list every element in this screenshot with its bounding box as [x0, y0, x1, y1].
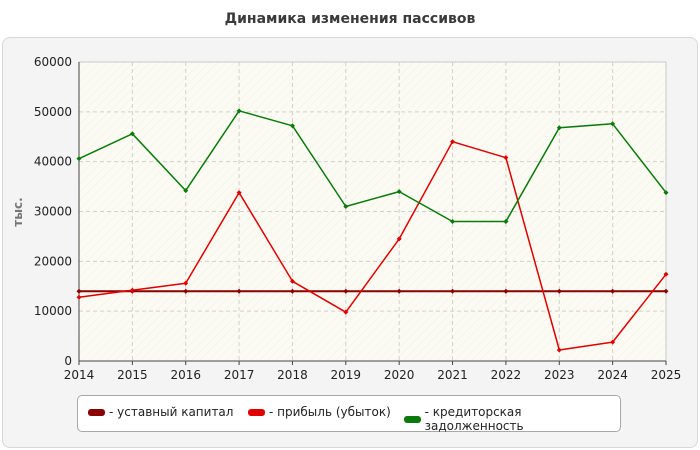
legend-item-payables[interactable]: - кредиторская задолженность	[404, 405, 620, 433]
series-point-1	[663, 271, 669, 277]
series-point-2	[183, 188, 189, 194]
x-tick-label: 2020	[384, 368, 415, 382]
legend-swatch-profit	[248, 408, 265, 416]
series-point-0	[610, 288, 616, 294]
y-tick-label: 50000	[34, 105, 72, 119]
series-point-2	[503, 218, 509, 224]
series-point-1	[289, 278, 295, 284]
legend-label-payables: - кредиторская задолженность	[424, 405, 524, 433]
legend-item-capital[interactable]: - уставный капитал	[88, 405, 233, 419]
series-line-1	[78, 140, 667, 351]
y-tick-label: 40000	[34, 155, 72, 169]
series-point-0	[343, 288, 349, 294]
x-tick-label: 2025	[651, 368, 682, 382]
series-point-2	[663, 190, 669, 196]
grid-layer	[79, 62, 666, 361]
series-point-2	[396, 189, 402, 195]
series-point-0	[183, 288, 189, 294]
y-axis-label: тыс.	[11, 197, 25, 226]
series-line-2	[78, 110, 667, 223]
legend-swatch-payables	[404, 415, 421, 423]
x-tick-label: 2016	[170, 368, 201, 382]
series-point-1	[236, 190, 242, 196]
series-point-2	[129, 131, 135, 137]
chart-title: Динамика изменения пассивов	[224, 11, 476, 27]
series-point-0	[503, 288, 509, 294]
x-tick-label: 2023	[544, 368, 575, 382]
series-point-2	[610, 121, 616, 127]
series-point-2	[450, 218, 456, 224]
series-point-1	[450, 139, 456, 145]
series-point-1	[76, 294, 82, 300]
y-tick-label: 0	[64, 354, 72, 368]
y-tick-label: 60000	[34, 55, 72, 69]
series-point-0	[450, 288, 456, 294]
x-tick-label: 2019	[331, 368, 362, 382]
legend-label-profit: - прибыль (убыток)	[269, 405, 391, 419]
y-tick-label: 30000	[34, 205, 72, 219]
series-point-1	[556, 347, 562, 353]
legend-swatch-capital	[88, 408, 105, 416]
series-point-1	[183, 280, 189, 286]
y-tick-label: 10000	[34, 304, 72, 318]
x-tick-label: 2017	[224, 368, 255, 382]
x-tick-label: 2015	[117, 368, 148, 382]
x-tick-label: 2022	[491, 368, 522, 382]
series-point-2	[76, 156, 82, 162]
series-point-0	[396, 288, 402, 294]
series-point-2	[289, 123, 295, 129]
x-tick-label: 2018	[277, 368, 308, 382]
series-point-1	[129, 287, 135, 293]
series-point-2	[343, 204, 349, 210]
series-point-0	[76, 288, 82, 294]
series-layer	[76, 108, 669, 353]
series-point-2	[236, 108, 242, 114]
series-point-1	[610, 339, 616, 345]
series-point-0	[663, 288, 669, 294]
legend-item-profit[interactable]: - прибыль (убыток)	[248, 405, 391, 419]
y-tick-label: 20000	[34, 254, 72, 268]
plot-area	[78, 61, 667, 362]
series-point-1	[503, 155, 509, 161]
chart-legend: - уставный капитал - прибыль (убыток) - …	[77, 395, 621, 433]
legend-label-capital: - уставный капитал	[109, 405, 234, 419]
series-point-0	[556, 288, 562, 294]
series-point-1	[343, 309, 349, 315]
x-tick-label: 2014	[64, 368, 95, 382]
axis-layer: 0 10000 20000 30000 40000 50000 60000 2014 2015 2…	[34, 55, 681, 382]
x-tick-label: 2021	[437, 368, 468, 382]
x-tick-label: 2024	[597, 368, 628, 382]
series-point-1	[396, 236, 402, 242]
series-point-2	[556, 125, 562, 131]
series-point-0	[289, 288, 295, 294]
series-point-0	[236, 288, 242, 294]
